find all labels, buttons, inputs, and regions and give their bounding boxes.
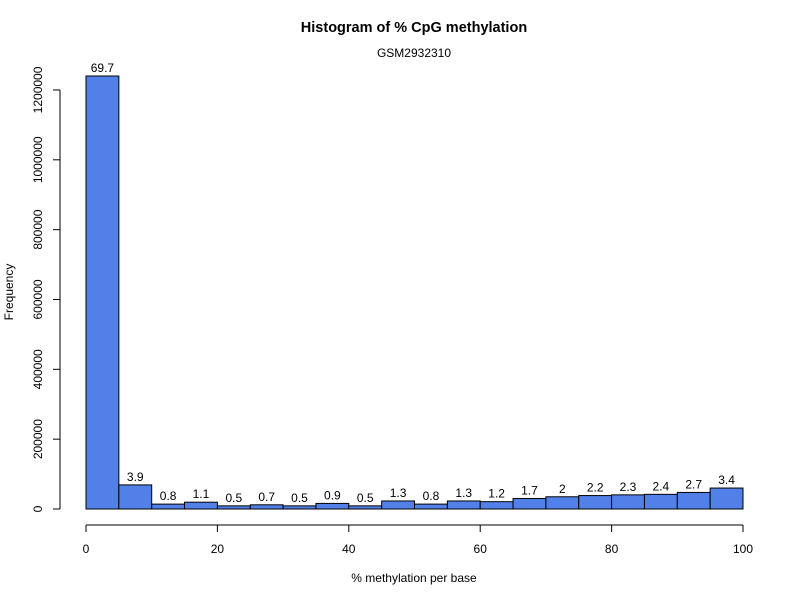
bar-value-label: 0.8 — [160, 489, 177, 503]
x-tick-label: 100 — [733, 542, 753, 556]
histogram-bar — [479, 501, 514, 510]
bar-value-label: 0.5 — [225, 491, 242, 505]
y-tick-label: 1200000 — [31, 66, 45, 113]
y-tick-label: 0 — [31, 505, 45, 512]
x-tick-label: 80 — [605, 542, 619, 556]
histogram-bar — [315, 502, 350, 510]
bar-value-label: 2.7 — [685, 477, 702, 491]
histogram-bar — [709, 487, 744, 510]
bar-value-label: 69.7 — [91, 61, 115, 75]
y-tick-label: 600000 — [31, 279, 45, 319]
bar-value-label: 2 — [559, 482, 566, 496]
x-tick-label: 60 — [474, 542, 488, 556]
histogram-bar — [676, 491, 711, 510]
histogram-bar — [578, 495, 613, 510]
histogram-bar — [118, 484, 153, 510]
bar-value-label: 1.3 — [455, 486, 472, 500]
chart-title: Histogram of % CpG methylation — [300, 20, 528, 36]
bar-value-label: 2.3 — [620, 480, 637, 494]
bar-value-label: 1.3 — [390, 486, 407, 500]
histogram-bar — [512, 498, 547, 510]
bar-value-label: 1.1 — [193, 487, 210, 501]
histogram-bar — [381, 500, 415, 510]
histogram-bar — [643, 493, 678, 510]
bar-value-label: 0.8 — [423, 489, 440, 503]
bar-value-label: 1.7 — [521, 484, 538, 498]
histogram-bar — [545, 496, 580, 510]
histogram-bar — [85, 75, 120, 510]
x-axis-label: % methylation per base — [351, 571, 477, 585]
histogram-bar — [348, 505, 383, 510]
x-tick-label: 0 — [83, 542, 90, 556]
histogram-bar — [184, 501, 218, 510]
bar-value-label: 2.2 — [587, 481, 604, 495]
bar-value-label: 0.9 — [324, 488, 341, 502]
bar-value-label: 0.5 — [357, 491, 374, 505]
y-tick-label: 400000 — [31, 349, 45, 389]
histogram-bar — [282, 505, 317, 510]
x-tick-label: 20 — [211, 542, 225, 556]
bar-value-label: 0.5 — [291, 491, 308, 505]
histogram-bar — [249, 504, 284, 510]
histogram-bar — [216, 505, 251, 510]
histogram-bar — [446, 500, 481, 510]
chart-subtitle: GSM2932310 — [376, 46, 452, 60]
histogram-bar — [151, 503, 186, 510]
histogram-bar — [414, 503, 448, 510]
histogram-bar — [611, 494, 645, 510]
bar-value-label: 1.2 — [488, 487, 505, 501]
bar-value-label: 0.7 — [258, 490, 275, 504]
bar-value-label: 2.4 — [653, 479, 670, 493]
y-tick-label: 200000 — [31, 419, 45, 459]
bar-value-label: 3.4 — [718, 473, 735, 487]
bar-value-label: 3.9 — [127, 470, 144, 484]
y-tick-label: 800000 — [31, 209, 45, 249]
x-tick-label: 40 — [342, 542, 356, 556]
y-tick-label: 1000000 — [31, 136, 45, 183]
